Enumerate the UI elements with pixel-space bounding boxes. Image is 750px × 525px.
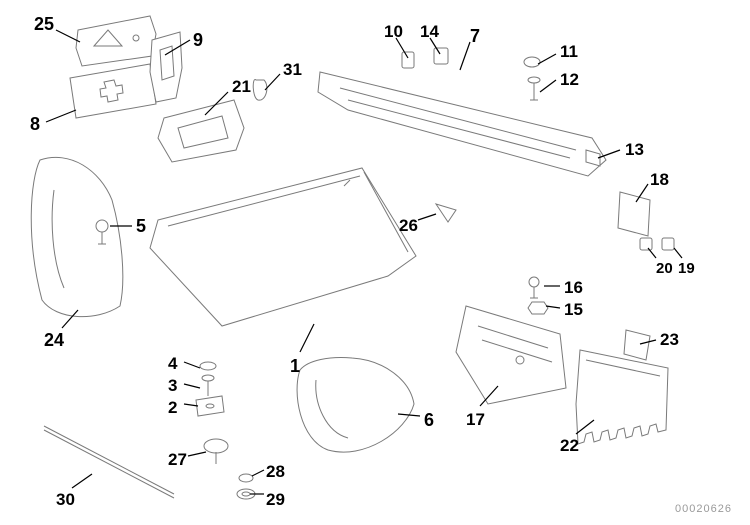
callout-21: 21: [232, 77, 251, 97]
callout-27: 27: [168, 450, 187, 470]
callout-29: 29: [266, 490, 285, 510]
callout-11: 11: [560, 42, 578, 62]
callout-1: 1: [290, 356, 300, 377]
callout-9: 9: [193, 30, 203, 51]
callout-13: 13: [625, 140, 644, 160]
callout-30: 30: [56, 490, 75, 510]
callout-16: 16: [564, 278, 583, 298]
diagram-canvas: { "diagram": { "part_number": "00020626"…: [0, 0, 750, 525]
callout-24: 24: [44, 330, 64, 351]
callout-23: 23: [660, 330, 679, 350]
callout-19: 19: [678, 260, 695, 277]
leader-lines: [0, 0, 750, 525]
callout-10: 10: [384, 22, 403, 42]
callout-20: 20: [656, 260, 673, 277]
callout-8: 8: [30, 114, 40, 135]
callout-7: 7: [470, 26, 480, 47]
callout-28: 28: [266, 462, 285, 482]
callout-18: 18: [650, 170, 669, 190]
callout-6: 6: [424, 410, 434, 431]
callout-14: 14: [420, 22, 439, 42]
callout-5: 5: [136, 216, 146, 237]
callout-2: 2: [168, 398, 177, 418]
callout-25: 25: [34, 14, 54, 35]
callout-17: 17: [466, 410, 485, 430]
callout-31: 31: [283, 60, 302, 80]
callout-26: 26: [399, 216, 418, 236]
callout-12: 12: [560, 70, 579, 90]
diagram-part-number: 00020626: [675, 503, 732, 515]
callout-3: 3: [168, 376, 177, 396]
callout-22: 22: [560, 436, 579, 456]
callout-15: 15: [564, 300, 583, 320]
callout-4: 4: [168, 354, 177, 374]
